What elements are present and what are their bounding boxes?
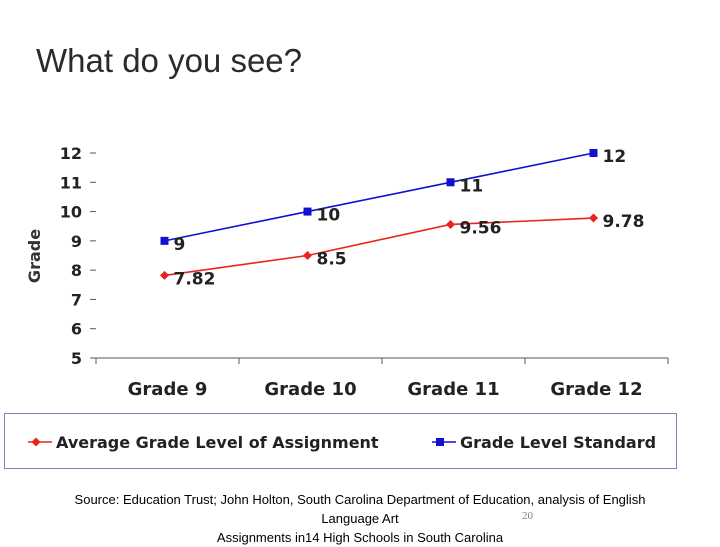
data-label: 9.56 bbox=[460, 218, 502, 238]
source-line-1: Source: Education Trust; John Holton, So… bbox=[74, 492, 646, 507]
data-point-marker bbox=[446, 219, 455, 229]
series-line-1 bbox=[164, 217, 594, 277]
data-point-marker bbox=[589, 149, 598, 157]
data-point-marker bbox=[589, 213, 598, 223]
legend-label: Average Grade Level of Assignment bbox=[56, 433, 379, 452]
y-axis-title: Grade bbox=[25, 229, 44, 283]
x-category-label: Grade 12 bbox=[550, 379, 642, 400]
legend-marker bbox=[436, 438, 444, 446]
source-note: Source: Education Trust; John Holton, So… bbox=[0, 490, 720, 547]
data-point-marker bbox=[160, 236, 169, 245]
legend-label: Grade Level Standard bbox=[460, 433, 656, 452]
y-tick-label: 12 bbox=[60, 144, 82, 163]
data-point-marker bbox=[446, 178, 455, 187]
x-category-label: Grade 11 bbox=[407, 379, 499, 400]
x-category-label: Grade 10 bbox=[264, 379, 356, 400]
y-tick-label: 7 bbox=[71, 290, 82, 309]
data-label: 9.78 bbox=[603, 212, 645, 232]
source-line-2: Language Art bbox=[321, 511, 399, 526]
x-category-label: Grade 9 bbox=[128, 379, 208, 400]
data-label: 7.82 bbox=[174, 269, 216, 289]
data-label: 9 bbox=[174, 235, 186, 255]
y-tick-label: 5 bbox=[71, 349, 82, 368]
y-tick-label: 11 bbox=[60, 173, 82, 192]
y-tick-label: 6 bbox=[71, 320, 82, 339]
data-label: 8.5 bbox=[317, 250, 347, 270]
series-line-2 bbox=[164, 152, 594, 242]
slide-title: What do you see? bbox=[36, 42, 302, 79]
y-tick-label: 8 bbox=[71, 261, 82, 280]
data-label: 11 bbox=[460, 176, 484, 196]
chart-legend bbox=[4, 413, 677, 469]
data-point-marker bbox=[303, 207, 312, 216]
legend-marker bbox=[31, 437, 41, 447]
y-tick-label: 9 bbox=[71, 232, 82, 251]
data-label: 12 bbox=[603, 147, 627, 167]
data-point-marker bbox=[303, 251, 312, 260]
slide-number: 20 bbox=[522, 510, 533, 522]
data-point-marker bbox=[160, 270, 169, 280]
source-line-3: Assignments in14 High Schools in South C… bbox=[216, 530, 504, 545]
data-label: 10 bbox=[317, 206, 341, 226]
y-tick-label: 10 bbox=[60, 203, 82, 222]
